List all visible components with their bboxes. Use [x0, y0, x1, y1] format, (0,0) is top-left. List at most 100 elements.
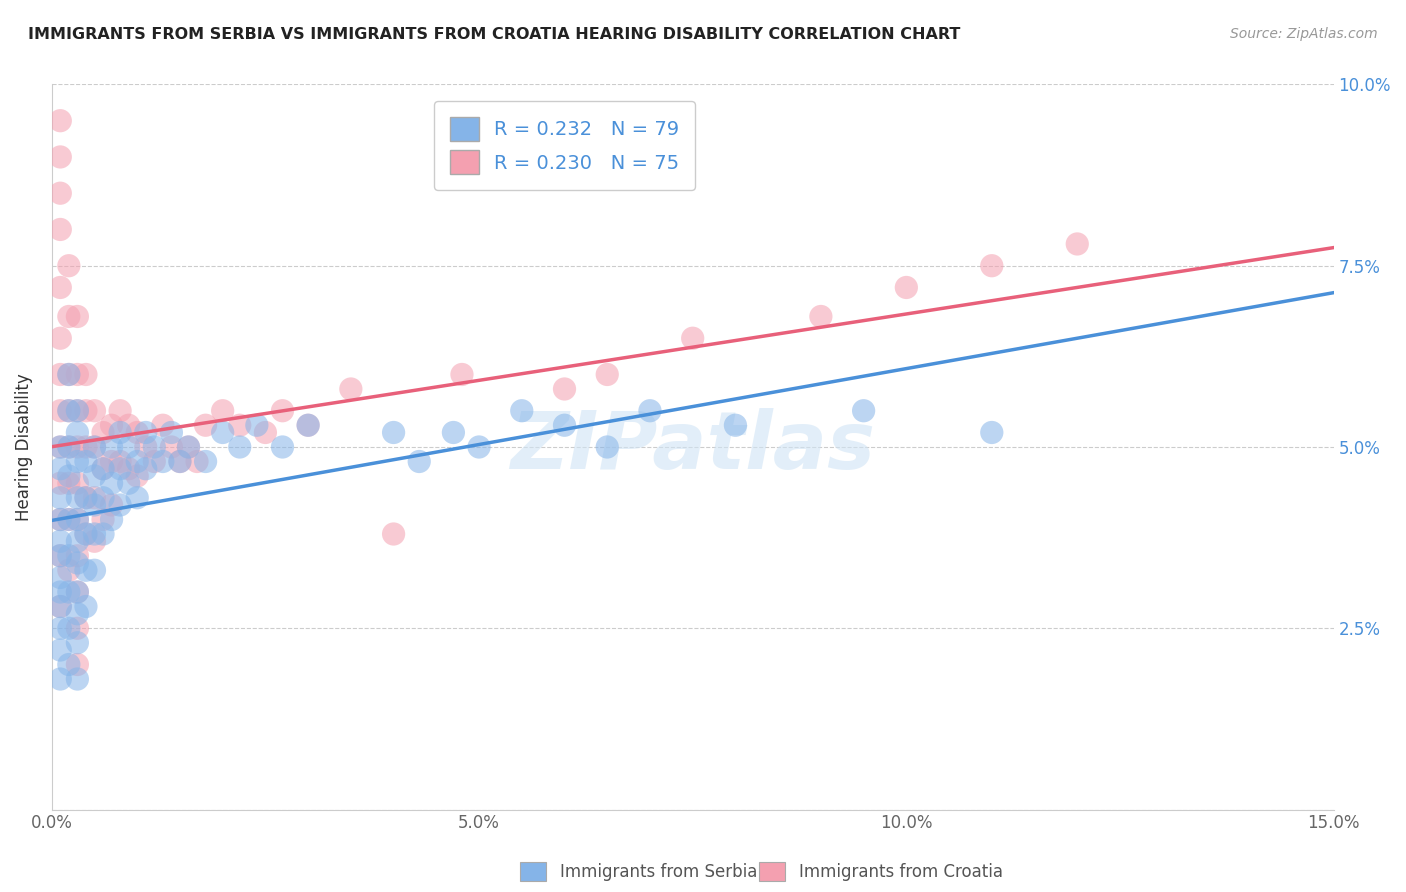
- Point: [66, 549, 89, 563]
- Point: [810, 310, 832, 324]
- Point: [66, 425, 89, 440]
- Point: [49, 150, 72, 164]
- Point: [66, 534, 89, 549]
- Point: [211, 403, 233, 417]
- Point: [58, 368, 80, 382]
- Point: [66, 476, 89, 491]
- Point: [58, 259, 80, 273]
- Point: [980, 425, 1002, 440]
- Point: [127, 454, 149, 468]
- Point: [682, 331, 704, 345]
- Point: [75, 440, 97, 454]
- Point: [66, 491, 89, 505]
- Point: [49, 599, 72, 614]
- Point: [246, 418, 269, 433]
- Point: [100, 418, 122, 433]
- Point: [49, 222, 72, 236]
- Point: [91, 491, 114, 505]
- Point: [83, 527, 105, 541]
- Point: [108, 461, 131, 475]
- Point: [49, 599, 72, 614]
- Point: [49, 549, 72, 563]
- Point: [58, 585, 80, 599]
- Point: [100, 498, 122, 512]
- Point: [83, 469, 105, 483]
- Point: [58, 476, 80, 491]
- Point: [451, 368, 474, 382]
- Point: [58, 368, 80, 382]
- Point: [58, 657, 80, 672]
- Point: [66, 636, 89, 650]
- Point: [135, 440, 157, 454]
- Point: [169, 454, 191, 468]
- Point: [66, 403, 89, 417]
- Point: [100, 476, 122, 491]
- Point: [127, 491, 149, 505]
- Point: [58, 563, 80, 577]
- Point: [66, 657, 89, 672]
- Point: [91, 461, 114, 475]
- Point: [229, 418, 252, 433]
- Text: Immigrants from Serbia: Immigrants from Serbia: [560, 863, 756, 881]
- Point: [66, 672, 89, 686]
- Point: [49, 534, 72, 549]
- Point: [980, 259, 1002, 273]
- Point: [75, 563, 97, 577]
- Point: [75, 491, 97, 505]
- Point: [83, 534, 105, 549]
- Point: [58, 440, 80, 454]
- Point: [75, 491, 97, 505]
- Point: [49, 440, 72, 454]
- Point: [553, 382, 575, 396]
- Point: [49, 368, 72, 382]
- Point: [49, 512, 72, 526]
- Point: [91, 461, 114, 475]
- Point: [254, 425, 277, 440]
- Point: [468, 440, 491, 454]
- Point: [83, 563, 105, 577]
- Point: [118, 440, 141, 454]
- Point: [638, 403, 661, 417]
- Point: [160, 440, 183, 454]
- Point: [49, 570, 72, 584]
- Point: [49, 512, 72, 526]
- Point: [340, 382, 363, 396]
- Point: [66, 440, 89, 454]
- Point: [135, 461, 157, 475]
- Y-axis label: Hearing Disability: Hearing Disability: [15, 373, 32, 521]
- Point: [596, 440, 619, 454]
- Point: [49, 113, 72, 128]
- Point: [177, 440, 200, 454]
- Point: [83, 440, 105, 454]
- Point: [108, 454, 131, 468]
- Point: [66, 585, 89, 599]
- Point: [66, 512, 89, 526]
- Point: [194, 454, 217, 468]
- Point: [91, 425, 114, 440]
- Point: [229, 440, 252, 454]
- Point: [58, 512, 80, 526]
- Point: [186, 454, 208, 468]
- Point: [100, 512, 122, 526]
- Point: [852, 403, 875, 417]
- Point: [143, 454, 166, 468]
- Point: [896, 280, 918, 294]
- Point: [49, 186, 72, 201]
- Point: [66, 607, 89, 621]
- Point: [382, 527, 405, 541]
- Point: [49, 476, 72, 491]
- Point: [169, 454, 191, 468]
- Point: [1066, 236, 1088, 251]
- Point: [49, 621, 72, 635]
- Point: [75, 454, 97, 468]
- Point: [49, 672, 72, 686]
- Point: [108, 425, 131, 440]
- Point: [75, 368, 97, 382]
- Point: [100, 440, 122, 454]
- Point: [118, 476, 141, 491]
- Point: [49, 549, 72, 563]
- Point: [58, 403, 80, 417]
- Point: [143, 440, 166, 454]
- Point: [66, 585, 89, 599]
- Point: [127, 469, 149, 483]
